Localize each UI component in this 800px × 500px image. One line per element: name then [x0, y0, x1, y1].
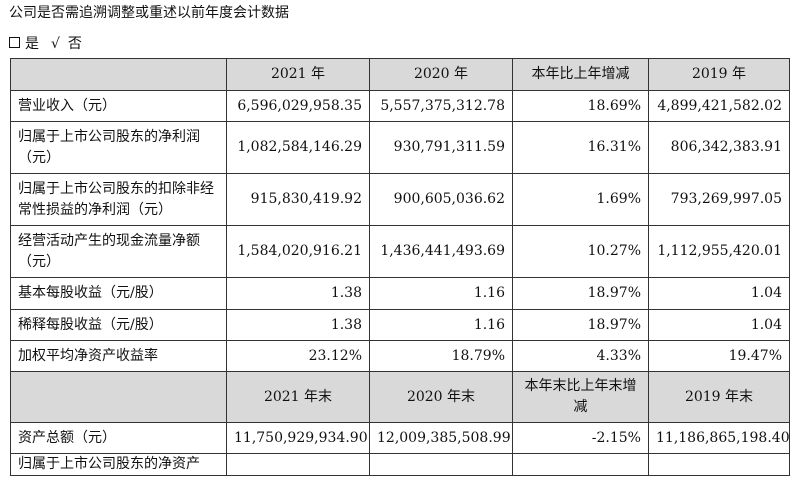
table-row: 基本每股收益（元/股） 1.38 1.16 18.97% 1.04 [10, 277, 790, 310]
value-cell: 1.38 [226, 277, 370, 310]
header-cell: 2021 年末 [226, 371, 370, 423]
section-heading: 公司是否需追溯调整或重述以前年度会计数据 [9, 5, 289, 21]
row-label-cell: 营业收入（元） [10, 90, 227, 122]
value-cell: 16.31% [512, 121, 649, 174]
header-cell: 本年末比上年末增减 [512, 371, 649, 423]
table-row: 加权平均净资产收益率 23.12% 18.79% 4.33% 19.47% [10, 340, 790, 372]
value-cell: 1.04 [648, 309, 790, 341]
row-label-cell: 加权平均净资产收益率 [10, 340, 227, 372]
table-row: 经营活动产生的现金流量净额（元） 1,584,020,916.21 1,436,44… [10, 225, 790, 278]
value-cell: 930,791,311.59 [369, 121, 513, 174]
restatement-options: 是 √ 否 [9, 33, 82, 55]
value-cell: 12,009,385,508.99 [369, 422, 513, 454]
checkbox-icon [9, 37, 20, 48]
value-cell: 1,112,955,420.01 [648, 225, 790, 278]
header-cell: 2021 年 [226, 58, 370, 91]
table-row: 归属于上市公司股东的扣除非经常性损益的净利润（元） 915,830,419.92 9… [10, 173, 790, 226]
option-no-label: 否 [67, 36, 82, 52]
value-cell: 4,899,421,582.02 [648, 90, 790, 122]
value-cell: 1.38 [226, 309, 370, 341]
value-cell: 1.16 [369, 309, 513, 341]
header-cell: 2019 年 [648, 58, 790, 91]
table-header-row: 2021 年 2020 年本年比上年增减 2019 年 [10, 58, 790, 91]
table-row: 归属于上市公司股东的净资产 [10, 453, 790, 476]
header-blank-cell [10, 371, 227, 423]
table-row: 稀释每股收益（元/股） 1.38 1.16 18.97% 1.04 [10, 309, 790, 341]
value-cell: 1,584,020,916.21 [226, 225, 370, 278]
value-cell [648, 453, 790, 476]
header-blank-cell [10, 58, 227, 91]
table-row: 归属于上市公司股东的净利润（元） 1,082,584,146.29 930,791,… [10, 121, 790, 174]
financial-data-table: 2021 年 2020 年本年比上年增减 2019 年营业收入（元） 6,596,02… [10, 58, 790, 476]
value-cell: 806,342,383.91 [648, 121, 790, 174]
header-cell: 2019 年末 [648, 371, 790, 423]
value-cell: 915,830,419.92 [226, 173, 370, 226]
row-label-cell: 归属于上市公司股东的净利润（元） [10, 121, 227, 174]
row-label-cell: 资产总额（元） [10, 422, 227, 454]
table-header-row: 2021 年末 2020 年末 本年末比上年末增减 2019 年末 [10, 371, 790, 423]
value-cell: 11,750,929,934.90 [226, 422, 370, 454]
row-label-cell: 基本每股收益（元/股） [10, 277, 227, 310]
value-cell: 1.69% [512, 173, 649, 226]
value-cell: 1.16 [369, 277, 513, 310]
row-label-cell: 归属于上市公司股东的净资产 [10, 453, 227, 476]
value-cell [226, 453, 370, 476]
row-label-cell: 经营活动产生的现金流量净额（元） [10, 225, 227, 278]
value-cell: 5,557,375,312.78 [369, 90, 513, 122]
header-cell: 本年比上年增减 [512, 58, 649, 91]
value-cell: 1,082,584,146.29 [226, 121, 370, 174]
value-cell: 18.97% [512, 277, 649, 310]
row-label-cell: 稀释每股收益（元/股） [10, 309, 227, 341]
check-mark-icon: √ [51, 36, 60, 52]
table-row: 营业收入（元） 6,596,029,958.35 5,557,375,312.78 1… [10, 90, 790, 122]
value-cell [369, 453, 513, 476]
value-cell: 18.79% [369, 340, 513, 372]
value-cell: 900,605,036.62 [369, 173, 513, 226]
table-row: 资产总额（元） 11,750,929,934.90 12,009,385,508.9… [10, 422, 790, 454]
value-cell: 1.04 [648, 277, 790, 310]
value-cell: 11,186,865,198.40 [648, 422, 790, 454]
value-cell: 10.27% [512, 225, 649, 278]
header-cell: 2020 年 [369, 58, 513, 91]
value-cell: 1,436,441,493.69 [369, 225, 513, 278]
value-cell: 6,596,029,958.35 [226, 90, 370, 122]
header-cell: 2020 年末 [369, 371, 513, 423]
value-cell: 4.33% [512, 340, 649, 372]
value-cell [512, 453, 649, 476]
value-cell: -2.15% [512, 422, 649, 454]
value-cell: 23.12% [226, 340, 370, 372]
value-cell: 793,269,997.05 [648, 173, 790, 226]
value-cell: 19.47% [648, 340, 790, 372]
row-label-cell: 归属于上市公司股东的扣除非经常性损益的净利润（元） [10, 173, 227, 226]
option-yes-label: 是 [25, 36, 39, 52]
value-cell: 18.69% [512, 90, 649, 122]
value-cell: 18.97% [512, 309, 649, 341]
